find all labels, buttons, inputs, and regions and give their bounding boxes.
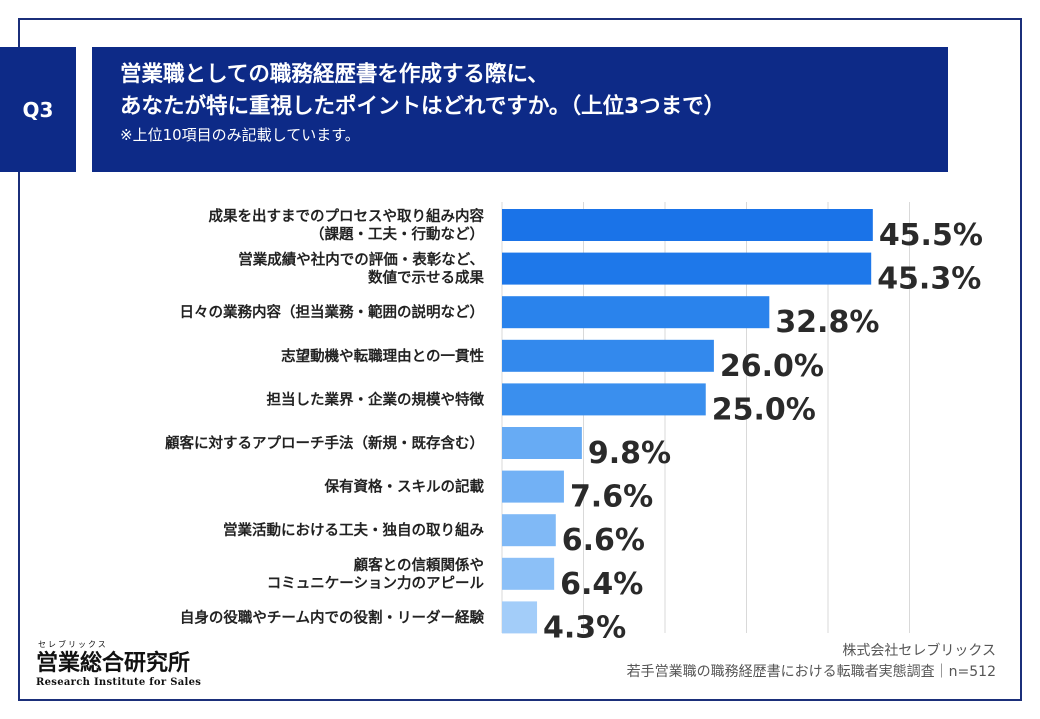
source-survey: 若手営業職の職務経歴書における転職者実態調査｜n=512 [626,664,996,680]
bar [502,557,555,590]
category-label: 成果を出すまでのプロセスや取り組み内容（課題・工夫・行動など） [209,207,485,243]
category-label: 保有資格・スキルの記載 [324,478,485,496]
category-label-line: 担当した業界・企業の規模や特徴 [267,390,485,408]
question-tag-label: Q3 [22,97,54,122]
bar [502,514,556,547]
bar [502,601,538,634]
bar [502,209,873,241]
category-label: 営業活動における工夫・独自の取り組み [223,521,484,539]
value-label: 45.5% [879,218,983,253]
bar [502,470,564,503]
outer-frame [18,18,1022,701]
category-label-line: （課題・工夫・行動など） [310,225,484,243]
value-label: 25.0% [712,392,816,427]
source-note: 株式会社セレブリックス 若手営業職の職務経歴書における転職者実態調査｜n=512 [627,641,996,683]
value-label: 45.3% [877,262,981,297]
question-line-2: あなたが特に重視したポイントはどれですか。（上位3つまで） [120,94,726,119]
logo-kana: セレブリックス [38,640,108,649]
logo-english: Research Institute for Sales [36,677,202,688]
value-label: 32.8% [775,305,879,340]
chart-category-labels: 成果を出すまでのプロセスや取り組み内容（課題・工夫・行動など） 営業成績や社内での… [165,207,484,626]
value-label: 6.6% [562,523,645,558]
category-label-line: 数値で示せる成果 [368,269,484,287]
logo-name: 営業総合研究所 [36,650,191,676]
chart-bars [502,209,873,634]
category-label: 自身の役職やチーム内での役割・リーダー経験 [180,608,485,626]
category-label: 日々の業務内容（担当業務・範囲の説明など） [180,303,485,321]
category-label: 担当した業界・企業の規模や特徴 [267,390,485,408]
category-label-line: 成果を出すまでのプロセスや取り組み内容 [209,207,485,225]
bar [502,252,872,285]
value-label: 4.3% [543,610,626,645]
category-label: 営業成績や社内での評価・表彰など、数値で示せる成果 [238,251,484,287]
category-label-line: 営業活動における工夫・独自の取り組み [223,521,484,539]
brand-logo: セレブリックス 営業総合研究所 Research Institute for S… [36,640,201,689]
category-label-line: 日々の業務内容（担当業務・範囲の説明など） [180,303,485,321]
source-company: 株式会社セレブリックス [842,643,996,659]
bar [502,383,706,416]
category-label-line: 顧客との信頼関係や [354,556,484,574]
category-label-line: 自身の役職やチーム内での役割・リーダー経験 [180,608,485,626]
question-line-1: 営業職としての職務経歴書を作成する際に、 [120,62,549,87]
category-label: 顧客との信頼関係やコミュニケーション力のアピール [267,556,485,592]
category-label-line: コミュニケーション力のアピール [267,574,485,592]
value-label: 9.8% [588,436,671,471]
question-note: ※上位10項目のみ記載しています。 [120,126,360,144]
bar [502,427,582,459]
bar [502,339,714,372]
question-tag: Q3 [0,47,76,172]
value-label: 6.4% [560,567,643,602]
category-label: 顧客に対するアプローチ手法（新規・既存含む） [165,434,484,452]
category-label: 志望動機や転職理由との一貫性 [281,347,484,365]
category-label-line: 保有資格・スキルの記載 [324,478,485,496]
chart-value-labels: 45.5% 45.3% 32.8% 26.0% 25.0% 9.8% 7.6% 6.6% 6.4… [543,218,983,645]
question-header: 営業職としての職務経歴書を作成する際に、 あなたが特に重視したポイントはどれです… [92,47,948,172]
bar [502,296,770,329]
category-label-line: 営業成績や社内での評価・表彰など、 [238,251,484,269]
category-label-line: 顧客に対するアプローチ手法（新規・既存含む） [165,434,484,452]
category-label-line: 志望動機や転職理由との一貫性 [281,347,484,365]
value-label: 7.6% [570,480,653,515]
value-label: 26.0% [720,349,824,384]
